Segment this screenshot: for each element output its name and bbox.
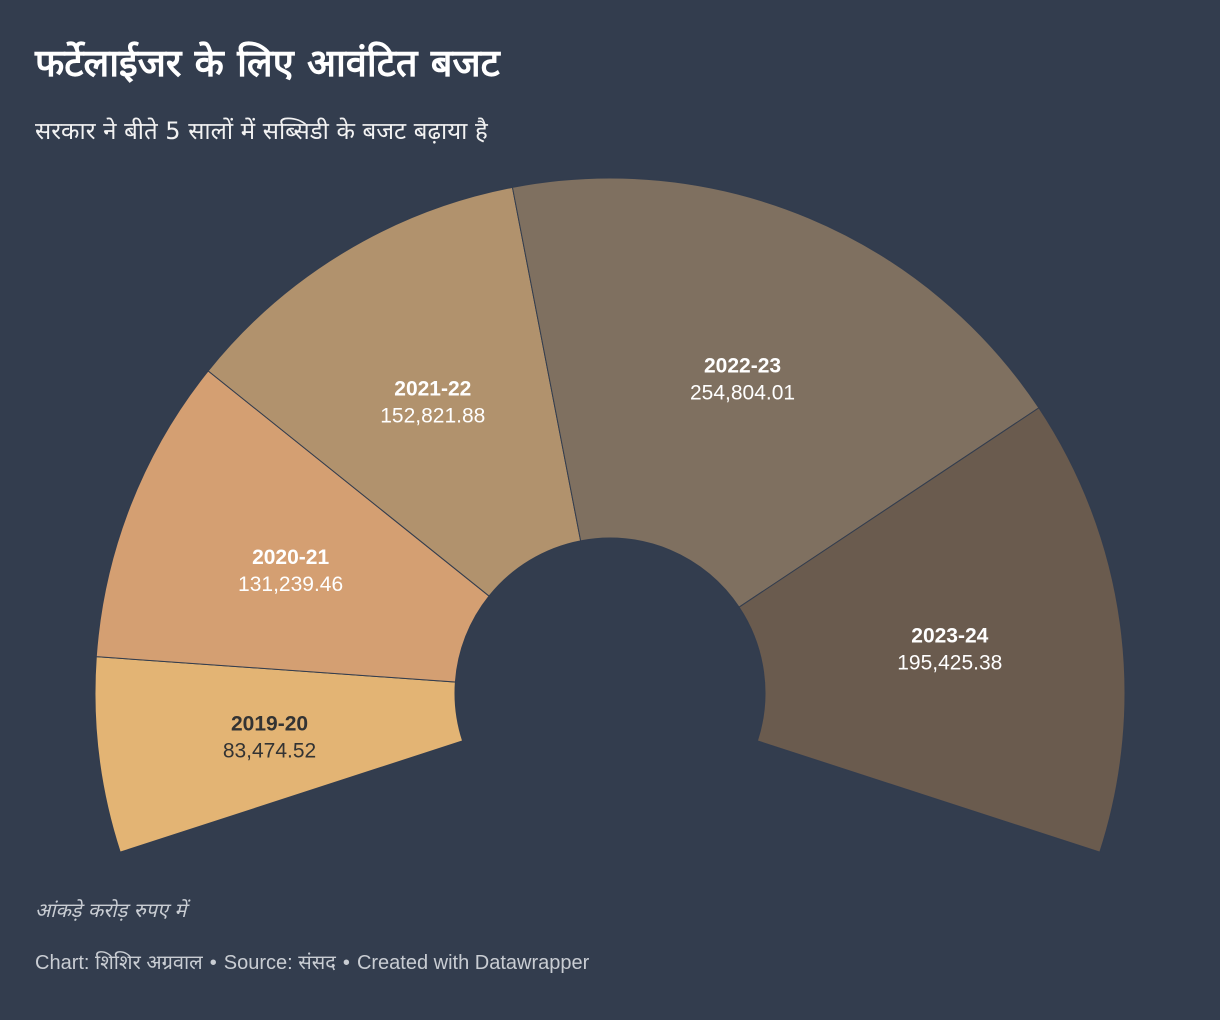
chart-footer: Chart: शिशिर अग्रवाल • Source: संसद • Create… — [35, 948, 589, 975]
slice-label-category: 2021-22 — [394, 377, 471, 400]
slice-label-value: 254,804.01 — [690, 382, 795, 405]
slice-label-value: 195,425.38 — [897, 651, 1002, 674]
slice-2019-20 — [94, 656, 464, 853]
chart-title: फर्टेलाईजर के लिए आवंटित बजट — [35, 41, 500, 85]
slice-2020-21 — [95, 370, 490, 683]
datawrapper-credit: Created with Datawrapper — [356, 952, 590, 974]
slice-label-value: 131,239.46 — [238, 573, 343, 596]
units-note: आंकड़े करोड़ रुपए में — [35, 898, 187, 922]
footer-separator: • — [209, 952, 217, 974]
slice-label-value: 152,821.88 — [380, 404, 485, 427]
slice-label-category: 2023-24 — [911, 624, 988, 647]
chart-subtitle: सरकार ने बीते 5 सालों में सब्सिडी के बजट… — [35, 117, 488, 145]
source-credit: Source: संसद — [223, 952, 336, 974]
chart-credit: Chart: शिशिर अग्रवाल — [35, 952, 203, 974]
slice-label-value: 83,474.52 — [223, 740, 316, 763]
slice-label-category: 2020-21 — [252, 546, 329, 569]
slice-2023-24 — [738, 407, 1126, 853]
slice-2021-22 — [207, 186, 582, 597]
slice-label-category: 2022-23 — [704, 355, 781, 378]
slice-label-category: 2019-20 — [231, 713, 308, 736]
slice-2022-23 — [511, 177, 1040, 608]
footer-separator: • — [342, 952, 350, 974]
